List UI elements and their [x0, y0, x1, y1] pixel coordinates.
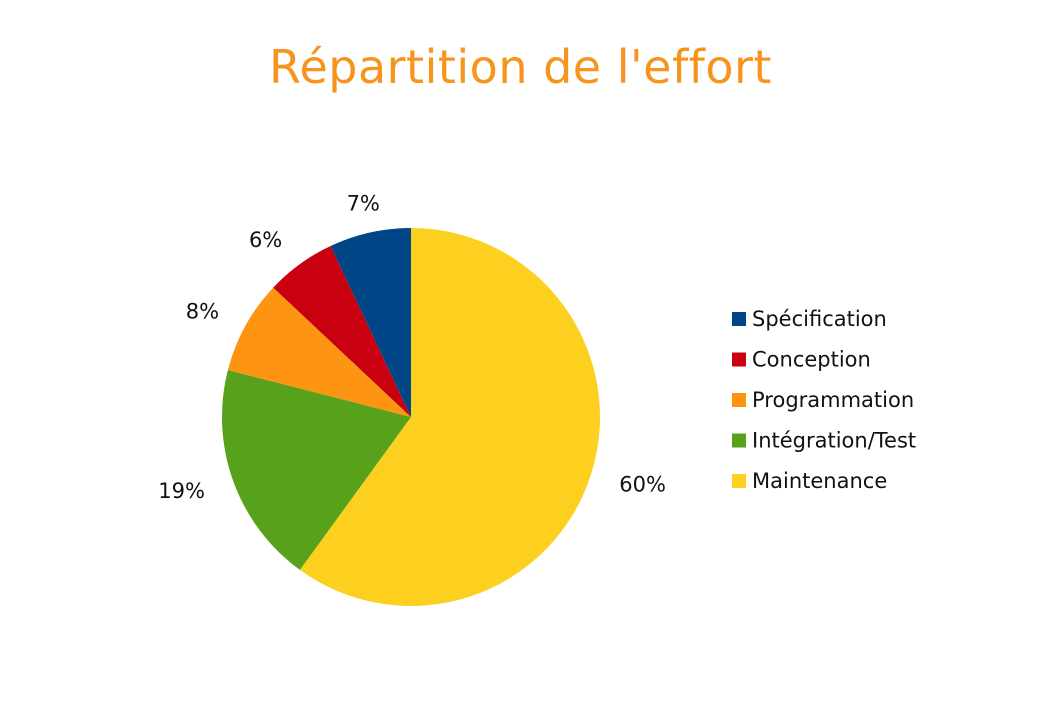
legend-label-maintenance: Maintenance [752, 469, 887, 493]
pie-slices [222, 228, 600, 606]
legend-label-conception: Conception [752, 348, 871, 372]
legend-swatch-specification [732, 312, 746, 326]
pie-slice-maintenance [299, 228, 600, 606]
legend-label-specification: Spécification [752, 307, 887, 331]
pie-slice-programmation [227, 287, 411, 417]
pie-slice-integration-test [222, 369, 411, 570]
pie-value-label-conception: 6% [249, 228, 282, 252]
chart-legend: Spécification Conception Programmation Inté… [732, 307, 916, 493]
pie-value-labels: 60% 19% 8% 6% 7% [158, 191, 666, 503]
legend-swatch-conception [732, 352, 746, 367]
pie-value-label-specification: 7% [347, 191, 380, 215]
legend-label-integration-test: Intégration/Test [752, 429, 916, 453]
pie-value-label-maintenance: 60% [619, 473, 666, 497]
legend-swatch-maintenance [732, 474, 746, 488]
pie-slice-conception [273, 245, 411, 417]
legend-swatch-integration-test [732, 433, 746, 448]
legend-label-programmation: Programmation [752, 388, 914, 412]
chart-title: Répartition de l'effort [269, 40, 772, 94]
legend-swatch-programmation [732, 393, 746, 407]
pie-slice-specification [330, 228, 411, 417]
pie-value-label-programmation: 8% [186, 299, 219, 323]
pie-value-label-integration-test: 19% [158, 479, 205, 503]
